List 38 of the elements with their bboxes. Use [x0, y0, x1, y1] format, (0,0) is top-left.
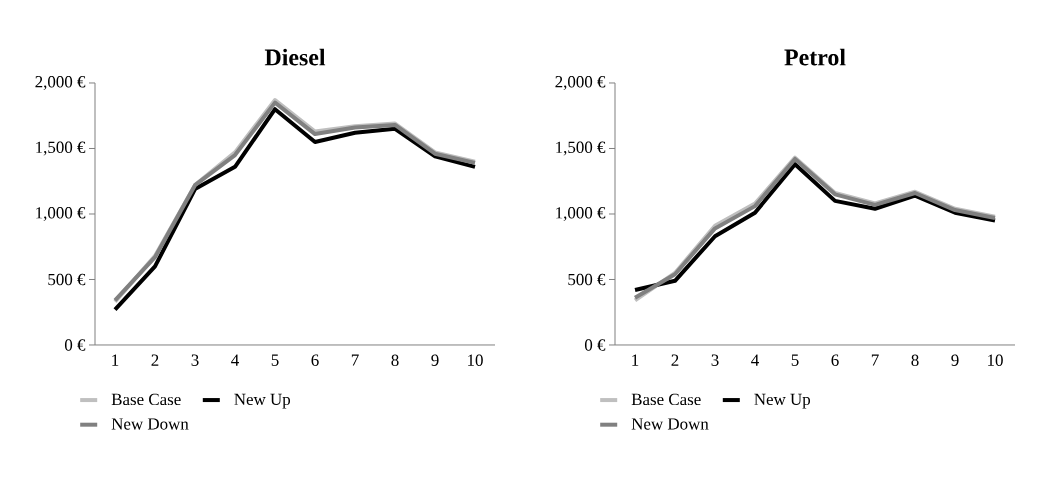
y-tick-label: 500 €	[568, 273, 606, 286]
y-tick-label: 2,000 €	[555, 76, 606, 90]
x-tick-label: 2	[671, 354, 679, 366]
legend-label: Base Case	[111, 393, 181, 406]
y-tick-label: 0 €	[584, 339, 606, 351]
x-tick-label: 7	[871, 354, 879, 366]
x-tick-label: 4	[751, 354, 759, 366]
x-tick-label: 10	[988, 354, 1003, 366]
y-tick-label: 1,000 €	[36, 207, 86, 221]
x-tick-label: 9	[951, 354, 959, 366]
x-tick-label: 8	[911, 354, 919, 366]
y-tick-label: 1,000 €	[556, 207, 606, 221]
legend-label: New Down	[631, 418, 709, 430]
chart-title: Diesel	[264, 48, 326, 66]
x-tick-label: 4	[231, 354, 239, 366]
x-tick-label: 9	[431, 354, 439, 366]
y-tick-label: 0 €	[64, 339, 86, 351]
x-tick-label: 10	[468, 354, 483, 366]
legend-label: New Up	[754, 393, 811, 409]
y-tick-label: 1,500 €	[556, 141, 606, 156]
x-tick-label: 7	[351, 354, 359, 366]
x-tick-label: 6	[311, 354, 319, 366]
x-tick-label: 6	[831, 354, 839, 366]
y-tick-label: 2,000 €	[35, 76, 86, 90]
x-tick-label: 3	[191, 354, 199, 366]
x-tick-label: 3	[711, 354, 719, 366]
legend-label: New Down	[111, 418, 189, 430]
y-tick-label: 1,500 €	[36, 141, 86, 156]
legend-label: New Up	[234, 393, 291, 409]
chart-title: Petrol	[784, 48, 846, 66]
legend-label: Base Case	[631, 393, 701, 406]
x-tick-label: 5	[271, 354, 279, 366]
y-tick-label: 500 €	[48, 273, 86, 286]
x-tick-label: 1	[632, 354, 639, 366]
x-tick-label: 5	[791, 354, 799, 366]
x-tick-label: 8	[391, 354, 399, 366]
x-tick-label: 1	[112, 354, 119, 366]
x-tick-label: 2	[151, 354, 159, 366]
